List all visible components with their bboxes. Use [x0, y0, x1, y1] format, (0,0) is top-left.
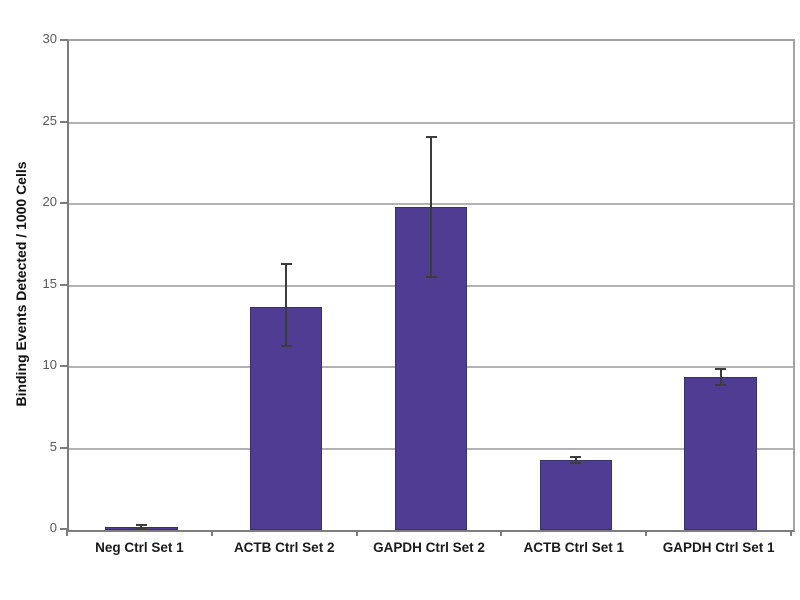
gridline	[69, 121, 793, 124]
y-tick	[60, 365, 68, 367]
error-bar-cap-top	[135, 524, 147, 527]
error-bar-cap-bottom	[570, 462, 582, 465]
x-tick	[645, 530, 648, 536]
y-tick	[60, 39, 68, 41]
error-bar-cap-top	[280, 263, 292, 266]
y-tick-label: 0	[49, 520, 57, 535]
y-tick-label: 25	[42, 112, 57, 128]
error-bar-cap-top	[570, 455, 582, 458]
y-tick	[60, 202, 68, 204]
x-tick-label: GAPDH Ctrl Set 2	[373, 540, 485, 555]
error-bar-cap-bottom	[425, 276, 437, 279]
y-tick-label: 5	[49, 438, 57, 454]
y-tick	[60, 120, 68, 123]
error-bar-cap-bottom	[715, 383, 727, 386]
y-tick-label: 30	[42, 31, 57, 46]
plot-area	[67, 39, 795, 532]
y-tick-label: 10	[42, 357, 57, 372]
error-bar-cap-top	[425, 136, 437, 139]
y-tick	[60, 283, 68, 286]
x-tick-label: Neg Ctrl Set 1	[95, 540, 184, 555]
x-tick-label: GAPDH Ctrl Set 1	[662, 540, 775, 555]
x-tick	[790, 530, 792, 536]
y-tick	[60, 528, 68, 530]
error-bar-line	[574, 456, 577, 464]
error-bar-line	[285, 264, 288, 346]
error-bar-cap-bottom	[135, 527, 147, 530]
x-tick	[500, 530, 503, 536]
x-tick	[66, 530, 68, 536]
x-tick-label: ACTB Ctrl Set 1	[523, 540, 625, 555]
x-tick	[355, 530, 358, 536]
error-bar-line	[719, 368, 722, 385]
x-tick-label: ACTB Ctrl Set 2	[233, 540, 335, 555]
error-bar-line	[430, 137, 432, 278]
error-bar-cap-bottom	[280, 344, 292, 347]
error-bar-line	[140, 525, 143, 529]
error-bar-cap-top	[715, 367, 727, 370]
bar	[684, 376, 757, 530]
y-tick	[60, 446, 68, 449]
x-tick	[210, 530, 213, 536]
bar	[539, 459, 612, 530]
y-tick-label: 20	[42, 194, 57, 209]
y-tick-label: 15	[42, 275, 57, 291]
